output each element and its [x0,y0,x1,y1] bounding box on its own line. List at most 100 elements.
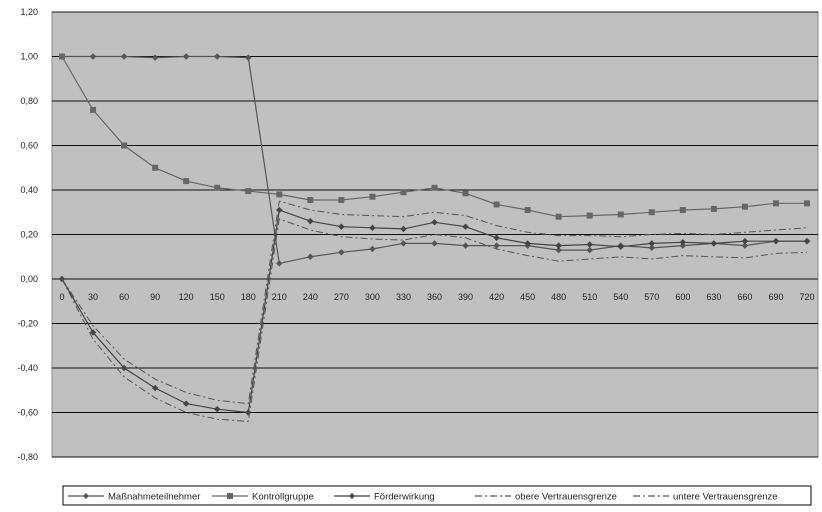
x-axis-tick-labels: 0 30 60 90 120 150 180 210 240 270 300 330 360 390 420… [59,292,814,302]
data-point [182,53,190,60]
legend-item: Maßnahmeteilnehmer [68,492,200,503]
data-point [307,197,314,204]
y-tick-label: 0,20 [20,230,38,240]
x-tick-label: 690 [768,292,783,302]
y-axis-tick-labels: 1,20 1,00 0,80 0,60 0,40 0,20 0,00 -0,20 -0,40 -0… [17,7,38,462]
x-tick-label: 120 [179,292,194,302]
data-point [710,205,717,212]
x-tick-label: 600 [675,292,690,302]
series-4 [61,218,808,422]
x-tick-label: 660 [737,292,752,302]
data-point [524,240,531,247]
data-point [648,244,655,252]
data-point [245,188,252,195]
data-point [741,203,748,210]
series-2 [58,206,811,416]
data-point [245,54,252,61]
data-point [338,197,345,204]
legend-marker [349,493,355,499]
y-tick-label: 1,00 [20,52,38,62]
data-point [338,223,345,230]
data-point [493,242,500,249]
data-point [648,240,655,247]
data-point [679,239,687,246]
data-point [431,219,438,226]
data-point [400,240,407,247]
legend-label: Maßnahmeteilnehmer [108,492,200,503]
data-point [369,224,376,232]
y-tick-label: 0,40 [20,185,38,195]
x-tick-label: 450 [520,292,535,302]
data-point [338,249,345,256]
data-point [586,212,593,219]
data-point [679,207,686,214]
series-group [58,53,811,422]
data-point [741,237,749,245]
x-tick-label: 360 [427,292,442,302]
legend-box [62,485,812,506]
series-line [61,218,808,422]
data-point [617,211,624,218]
legend-item: untere Vertrauensgrenze [633,492,778,503]
data-point [90,106,97,113]
data-point [245,409,252,416]
y-tick-label: -0,20 [17,319,38,329]
x-tick-label: 240 [303,292,318,302]
data-point [276,191,283,198]
data-point [214,53,221,60]
x-tick-label: 390 [458,292,473,302]
data-point [462,242,469,249]
data-point [772,200,779,207]
data-point [120,364,128,372]
y-tick-label: 0,80 [20,96,38,106]
data-point [307,217,314,225]
data-point [307,253,314,260]
x-tick-label: 270 [334,292,349,302]
x-tick-label: 210 [272,292,287,302]
x-tick-label: 630 [706,292,721,302]
x-tick-label: 300 [365,292,380,302]
data-point [431,240,438,247]
data-point [555,246,562,254]
data-point [120,53,128,60]
x-tick-label: 180 [241,292,256,302]
data-point [586,241,593,248]
data-point [741,242,749,249]
x-tick-label: 0 [59,292,64,302]
data-point [555,213,562,220]
data-point [214,405,221,413]
data-point [151,54,159,61]
x-tick-label: 570 [644,292,659,302]
data-point [648,209,655,216]
series-1 [59,53,810,220]
data-point [276,260,283,267]
x-tick-label: 720 [799,292,814,302]
x-tick-label: 480 [551,292,566,302]
legend-label: untere Vertrauensgrenze [673,492,778,503]
data-point [276,206,283,214]
y-tick-label: 1,20 [20,7,38,17]
x-tick-label: 420 [489,292,504,302]
data-point [400,225,407,233]
data-point [804,200,810,207]
data-point [89,53,97,60]
legend-item: Kontrollgruppe [212,492,314,503]
data-point [152,164,159,171]
data-point [462,190,469,197]
data-point [772,237,780,245]
data-point [710,240,718,247]
x-tick-label: 510 [582,292,597,302]
legend-marker [227,493,233,499]
data-point [555,242,562,249]
x-tick-label: 30 [88,292,98,302]
data-point [431,184,438,191]
x-tick-label: 60 [119,292,129,302]
data-point [214,184,221,191]
data-point [89,329,97,336]
data-point [803,237,811,245]
data-point [524,207,531,214]
legend-label: Kontrollgruppe [252,492,314,503]
y-tick-label: -0,60 [17,408,38,418]
x-tick-label: 150 [210,292,225,302]
